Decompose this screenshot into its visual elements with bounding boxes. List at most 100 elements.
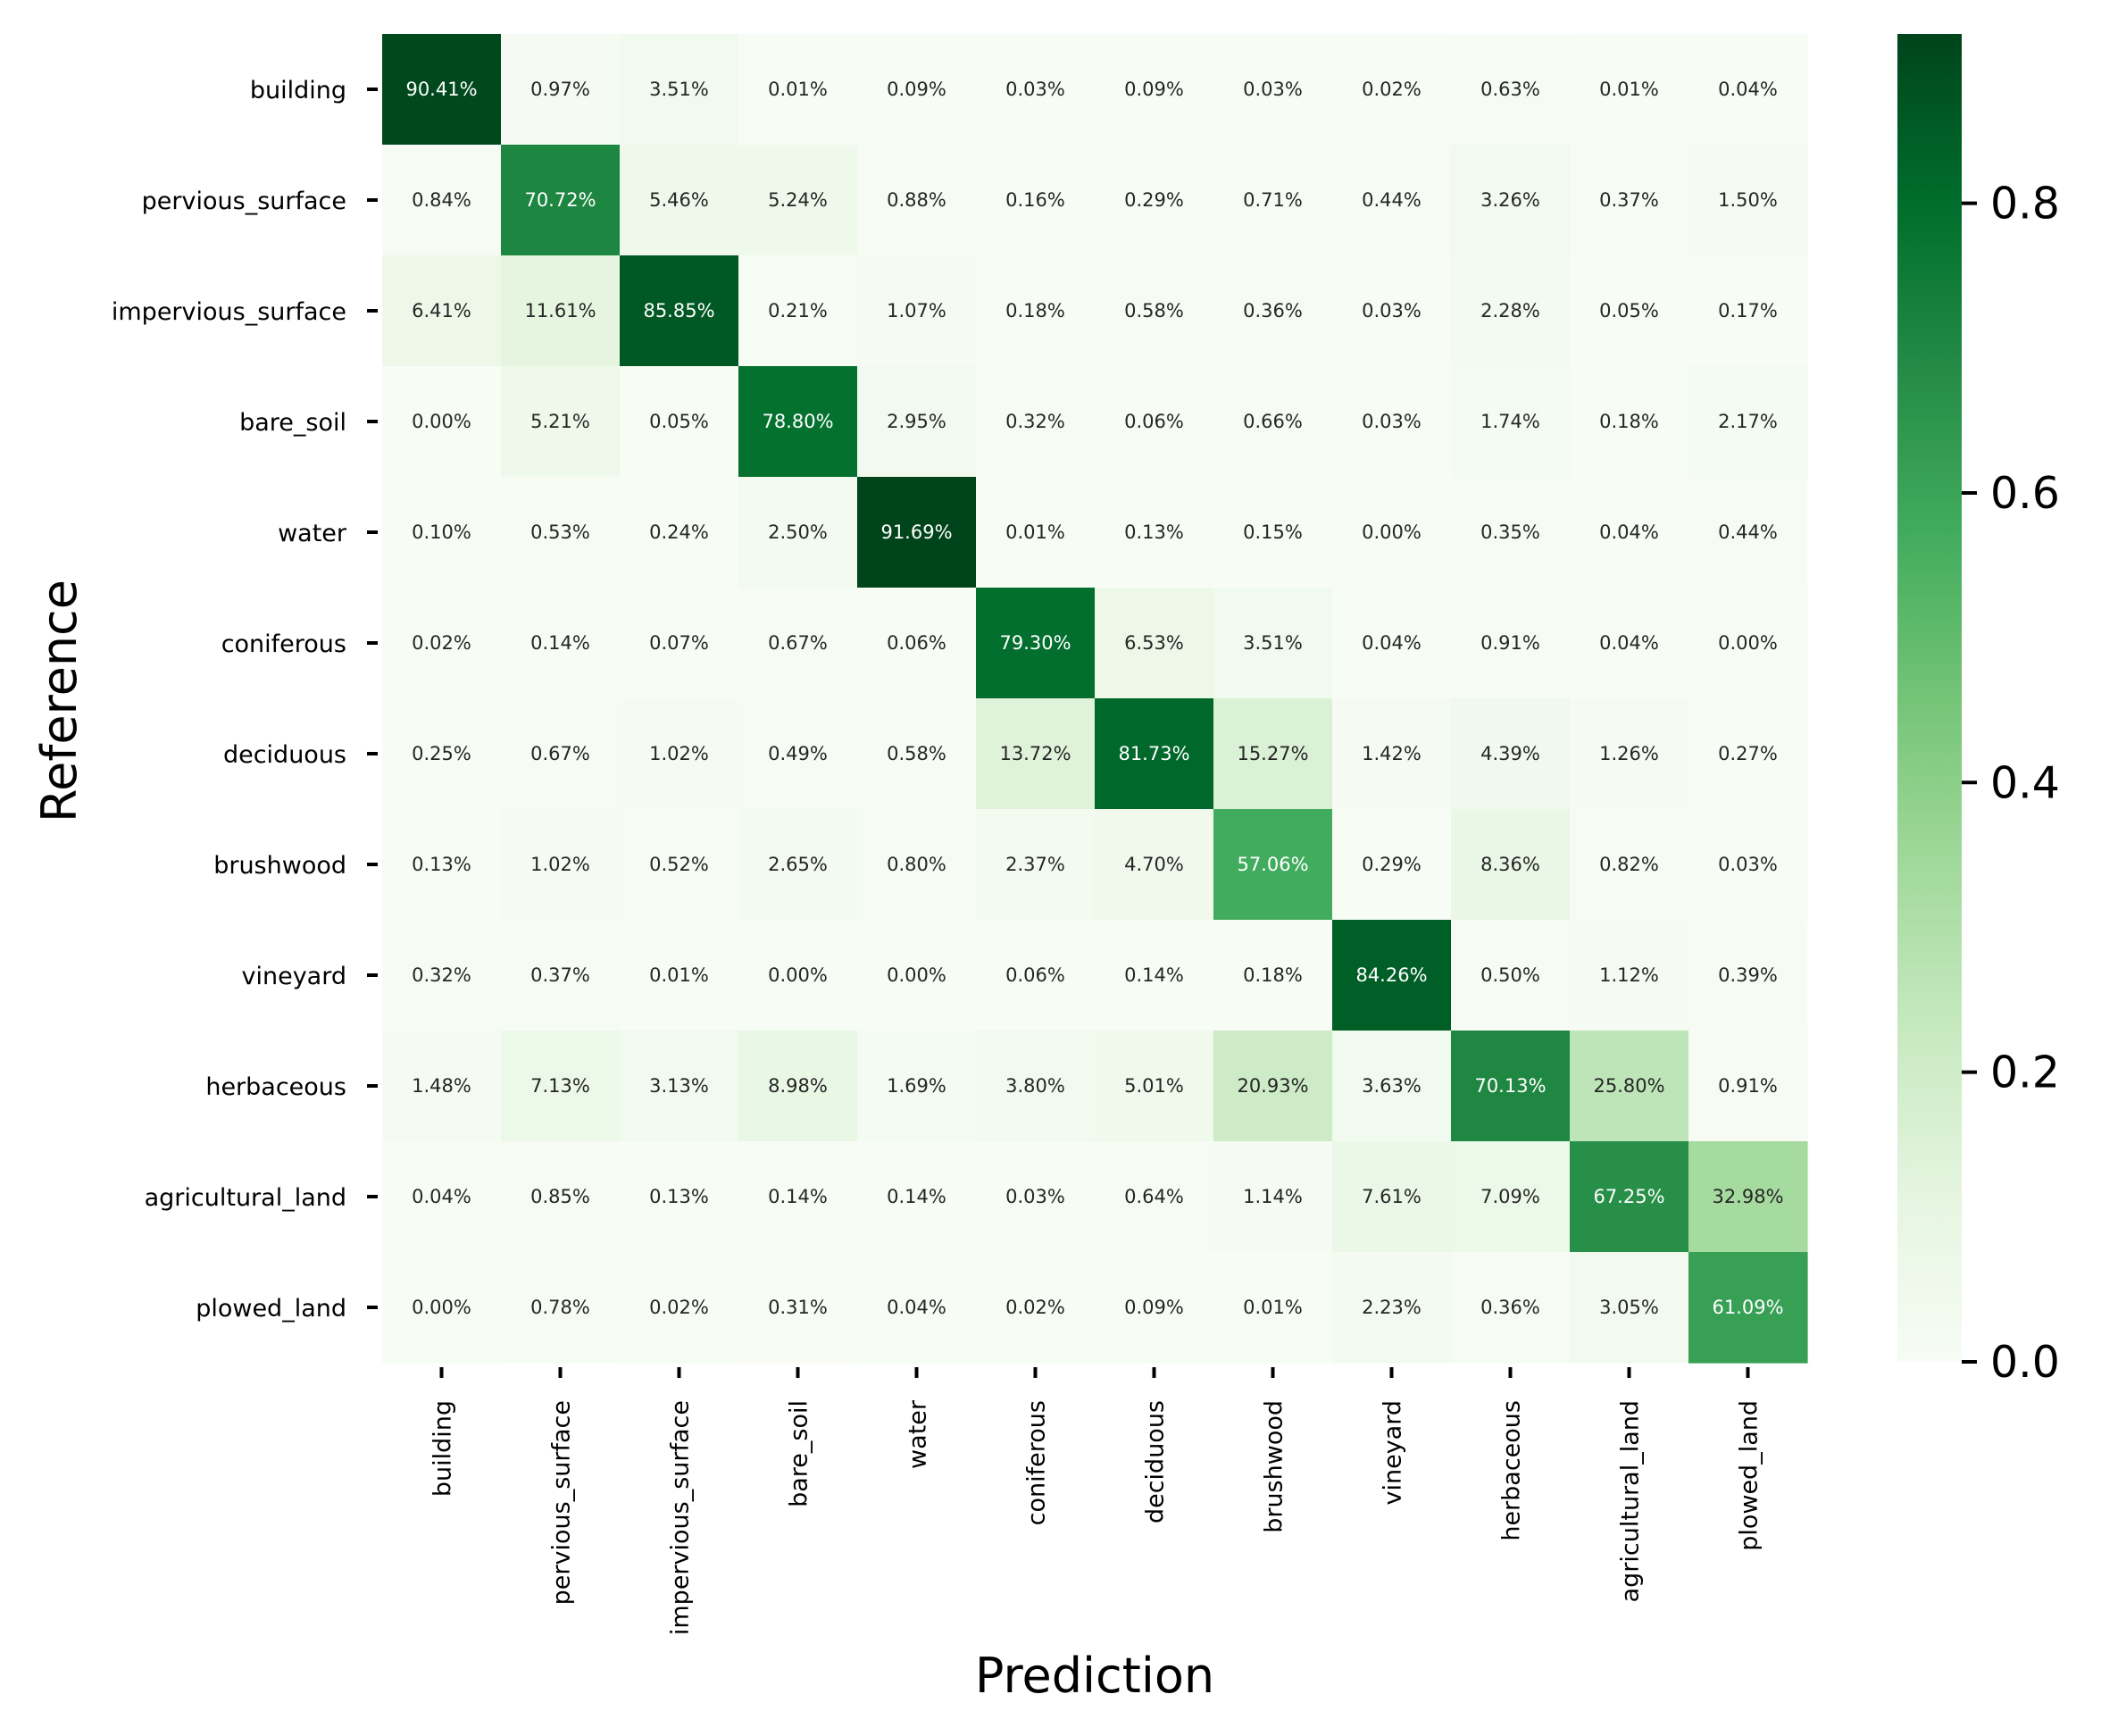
heatmap-cell	[1688, 255, 1808, 367]
heatmap-cell	[857, 588, 977, 699]
heatmap-cell	[1451, 145, 1571, 256]
heatmap-cell-labels: 90.41% 0.97% 3.51% 0.01% 0.09% 0.03% 0.09% 0.03…	[405, 79, 1783, 1318]
heatmap-cell	[1688, 34, 1808, 146]
cell-value-label: 1.48%	[412, 1075, 471, 1097]
cell-value-label: 0.01%	[1243, 1297, 1303, 1318]
cell-value-label: 0.05%	[1599, 300, 1659, 321]
x-tick-label: vineyard	[1380, 1400, 1407, 1506]
colorbar-tick-label: 0.2	[1990, 1047, 2060, 1098]
cell-value-label: 57.06%	[1237, 854, 1308, 875]
cell-value-label: 2.65%	[768, 854, 828, 875]
heatmap-cell	[1451, 1031, 1571, 1142]
cell-value-label: 0.02%	[649, 1297, 709, 1318]
heatmap-cell	[382, 145, 502, 256]
cell-value-label: 3.80%	[1005, 1075, 1065, 1097]
cell-value-label: 0.91%	[1480, 632, 1540, 654]
cell-value-label: 0.13%	[649, 1186, 709, 1207]
x-tick-label: herbaceous	[1498, 1400, 1526, 1541]
cell-value-label: 0.18%	[1005, 300, 1065, 321]
heatmap-cell	[1332, 255, 1452, 367]
cell-value-label: 1.42%	[1362, 743, 1422, 764]
cell-value-label: 0.18%	[1599, 411, 1659, 432]
cell-value-label: 0.00%	[887, 964, 946, 986]
cell-value-label: 0.14%	[530, 632, 590, 654]
cell-value-label: 3.13%	[649, 1075, 709, 1097]
cell-value-label: 0.29%	[1362, 854, 1422, 875]
cell-value-label: 0.14%	[1124, 964, 1184, 986]
cell-value-label: 0.88%	[887, 189, 946, 211]
y-tick-label: pervious_surface	[142, 188, 346, 215]
x-tick-label: coniferous	[1023, 1400, 1051, 1525]
heatmap-cell	[1332, 1031, 1452, 1142]
heatmap-cell	[1570, 588, 1689, 699]
y-tick-label: impervious_surface	[112, 298, 346, 326]
colorbar-tick-label: 0.0	[1990, 1337, 2060, 1388]
heatmap-cell	[1451, 1141, 1571, 1253]
heatmap-cell	[1451, 366, 1571, 478]
heatmap-cell	[501, 366, 621, 478]
cell-value-label: 0.84%	[412, 189, 471, 211]
cell-value-label: 0.82%	[1599, 854, 1659, 875]
x-tick-label: deciduous	[1142, 1400, 1170, 1523]
heatmap-cell	[1451, 698, 1571, 810]
cell-value-label: 0.05%	[649, 411, 709, 432]
cell-value-label: 67.25%	[1593, 1186, 1664, 1207]
heatmap-cell	[620, 698, 739, 810]
heatmap-cell	[976, 698, 1096, 810]
cell-value-label: 0.49%	[768, 743, 828, 764]
heatmap-cell	[1213, 145, 1333, 256]
cell-value-label: 25.80%	[1593, 1075, 1664, 1097]
heatmap-cell	[976, 1141, 1096, 1253]
cell-value-label: 0.63%	[1480, 79, 1540, 100]
cell-value-label: 0.03%	[1718, 854, 1778, 875]
heatmap-cell	[620, 588, 739, 699]
cell-value-label: 5.21%	[530, 411, 590, 432]
heatmap-cell	[857, 366, 977, 478]
cell-value-label: 0.04%	[1599, 522, 1659, 543]
heatmap-cell	[1451, 34, 1571, 146]
cell-value-label: 1.74%	[1480, 411, 1540, 432]
y-tick-label: deciduous	[223, 741, 346, 769]
cell-value-label: 1.12%	[1599, 964, 1659, 986]
cell-value-label: 1.14%	[1243, 1186, 1303, 1207]
cell-value-label: 0.07%	[649, 632, 709, 654]
heatmap-cell	[501, 34, 621, 146]
heatmap-cell	[738, 920, 858, 1031]
cell-value-label: 7.13%	[530, 1075, 590, 1097]
heatmap-cell	[1570, 920, 1689, 1031]
heatmap-cell	[857, 698, 977, 810]
cell-value-label: 85.85%	[643, 300, 714, 321]
x-tick-label: brushwood	[1261, 1400, 1288, 1533]
heatmap-cell	[1213, 34, 1333, 146]
heatmap-cell	[857, 809, 977, 921]
heatmap-cell	[1688, 366, 1808, 478]
heatmap-cell	[382, 1141, 502, 1253]
heatmap-cell	[382, 1031, 502, 1142]
heatmap-cell	[620, 809, 739, 921]
cell-value-label: 2.37%	[1005, 854, 1065, 875]
cell-value-label: 0.04%	[1599, 632, 1659, 654]
cell-value-label: 6.53%	[1124, 632, 1184, 654]
x-tick-label: pervious_surface	[548, 1400, 576, 1605]
heatmap-cell	[1688, 1252, 1808, 1364]
cell-value-label: 0.06%	[1124, 411, 1184, 432]
x-tick-label: plowed_land	[1736, 1400, 1763, 1551]
heatmap-cell	[1332, 809, 1452, 921]
x-tick-label: agricultural_land	[1617, 1400, 1645, 1602]
cell-value-label: 0.00%	[412, 1297, 471, 1318]
heatmap-cell	[382, 809, 502, 921]
cell-value-label: 0.00%	[768, 964, 828, 986]
cell-value-label: 1.69%	[887, 1075, 946, 1097]
cell-value-label: 90.41%	[405, 79, 477, 100]
heatmap-cell	[1570, 698, 1689, 810]
cell-value-label: 4.39%	[1480, 743, 1540, 764]
cell-value-label: 0.36%	[1480, 1297, 1540, 1318]
cell-value-label: 0.14%	[768, 1186, 828, 1207]
heatmap-cell	[1095, 145, 1214, 256]
heatmap-cell	[1570, 1252, 1689, 1364]
cell-value-label: 0.31%	[768, 1297, 828, 1318]
cell-value-label: 1.26%	[1599, 743, 1659, 764]
x-axis-title: Prediction	[975, 1648, 1214, 1704]
cell-value-label: 0.00%	[1718, 632, 1778, 654]
heatmap-cell	[1570, 1031, 1689, 1142]
